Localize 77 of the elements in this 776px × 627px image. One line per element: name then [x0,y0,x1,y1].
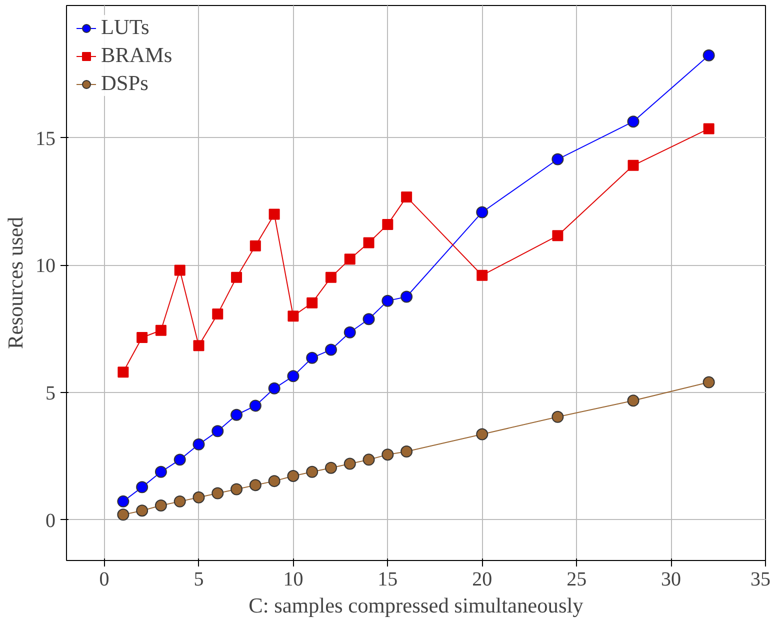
x-tick-label: 15 [378,568,398,590]
point [117,508,130,521]
point [118,366,129,378]
point [136,481,148,494]
point [268,475,280,488]
point [401,191,412,202]
point [382,218,394,230]
point [174,454,186,466]
point [212,425,224,438]
point [231,272,242,283]
point [344,326,356,338]
point [192,491,205,504]
point [627,394,640,407]
point [476,206,488,218]
point [192,438,205,450]
point [250,240,261,252]
point [400,446,413,458]
point [476,428,488,440]
point [155,324,166,336]
point [363,237,374,248]
point [552,410,564,423]
point [306,297,318,308]
point [627,116,640,128]
point [552,153,564,166]
point [382,448,394,461]
point [400,290,413,303]
point [306,466,318,478]
point [249,479,262,492]
point [382,294,394,307]
point [136,504,148,517]
point [476,270,488,281]
y-tick-label: 10 [36,255,56,278]
point [324,344,337,356]
point [324,462,337,474]
point [268,208,280,220]
point [117,495,130,508]
point [287,370,300,382]
point [344,254,356,265]
y-tick-label: 0 [46,510,56,532]
point [628,160,639,171]
point [249,400,262,412]
point [174,495,186,508]
point [325,272,336,283]
legend-label: DSPs [101,71,148,96]
x-tick-label: 25 [566,568,587,590]
y-axis-title: Resources used [4,216,28,350]
point [702,49,715,62]
point [703,123,714,134]
point [193,340,204,352]
point [212,308,224,320]
x-tick-label: 35 [750,568,770,590]
x-tick-label: 20 [472,568,492,590]
point [306,352,318,364]
point [212,487,224,500]
point [154,466,167,478]
point [287,470,300,482]
point [136,332,148,343]
x-tick-label: 10 [283,568,304,590]
point [702,376,715,388]
point [362,454,375,466]
point [288,310,299,322]
x-axis-title: C: samples compressed simultaneously [248,594,584,618]
point [230,483,243,496]
point [268,382,280,394]
legend-label: BRAMs [101,43,172,68]
x-tick-label: 0 [99,568,110,590]
legend-label: LUTs [101,15,150,40]
point [362,313,375,326]
y-tick-label: 5 [46,382,56,404]
point [230,408,243,421]
x-tick-label: 30 [661,568,682,590]
x-tick-label: 5 [194,568,204,590]
y-tick-label: 15 [36,128,56,150]
point [552,230,564,242]
point [344,458,356,470]
point [174,264,186,276]
point [154,500,167,512]
